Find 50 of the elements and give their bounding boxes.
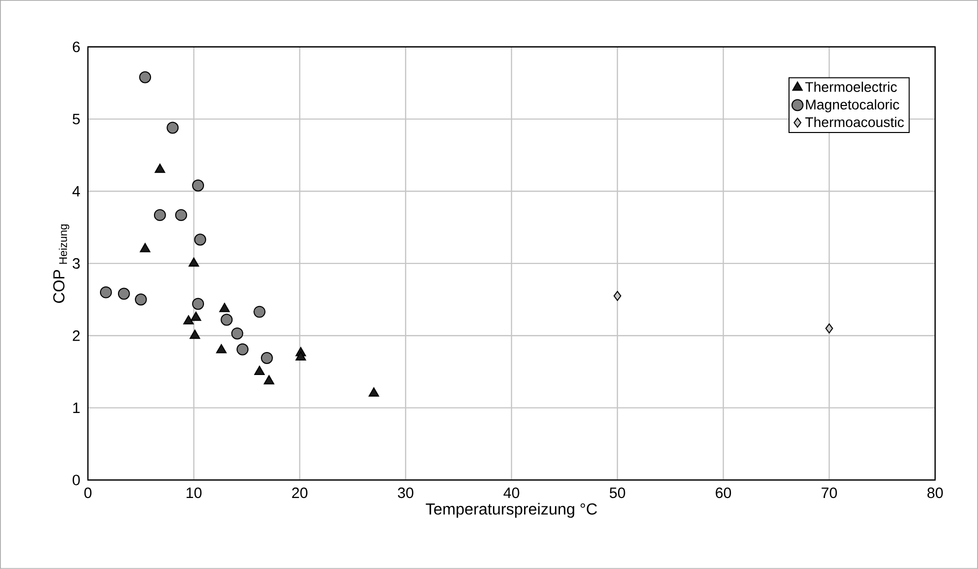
point <box>190 312 202 321</box>
point <box>264 375 274 384</box>
y-tick-label: 4 <box>72 186 80 196</box>
point <box>100 286 112 298</box>
x-tick-label: 20 <box>292 488 308 498</box>
point <box>296 351 306 361</box>
x-axis-title: Temperaturspreizung °C <box>426 502 597 518</box>
point <box>254 306 266 318</box>
point <box>166 122 179 134</box>
point <box>260 352 273 364</box>
point <box>825 323 834 334</box>
x-tick-label: 70 <box>822 488 837 498</box>
point <box>216 344 227 354</box>
point <box>139 71 152 84</box>
point <box>220 314 233 326</box>
x-tick-label: 60 <box>716 488 732 498</box>
y-axis-title: COP $_{Heizung}$ <box>53 224 70 303</box>
point <box>192 180 204 192</box>
legend-label: Thermoacoustic <box>805 116 904 128</box>
point <box>140 243 150 252</box>
point <box>254 366 265 375</box>
y-tick-label: 5 <box>72 114 80 124</box>
point <box>614 290 622 301</box>
point <box>190 330 200 339</box>
point <box>154 209 166 222</box>
x-tick-label: 40 <box>504 488 520 498</box>
point <box>231 328 244 340</box>
legend-label: Thermoelectric <box>805 82 897 92</box>
y-tick-label: 1 <box>73 402 80 413</box>
y-tick-label: 3 <box>72 258 80 269</box>
y-tick-label: 0 <box>72 474 80 486</box>
point <box>236 343 249 356</box>
x-tick-label: 0 <box>84 488 92 498</box>
point <box>368 387 380 397</box>
x-tick-label: 10 <box>186 488 202 498</box>
point <box>118 288 130 300</box>
point <box>188 258 200 267</box>
point <box>175 209 188 222</box>
x-tick-label: 80 <box>927 488 943 498</box>
y-tick-label: 6 <box>72 42 80 52</box>
point <box>134 294 147 306</box>
x-tick-label: 50 <box>610 488 626 498</box>
point <box>219 302 230 312</box>
point <box>192 298 204 310</box>
point <box>154 164 166 173</box>
legend-label: Magnetocaloric <box>806 99 900 112</box>
x-tick-label: 30 <box>398 488 414 498</box>
y-tick-label: 2 <box>72 330 80 341</box>
point <box>183 315 194 324</box>
point <box>194 234 206 246</box>
